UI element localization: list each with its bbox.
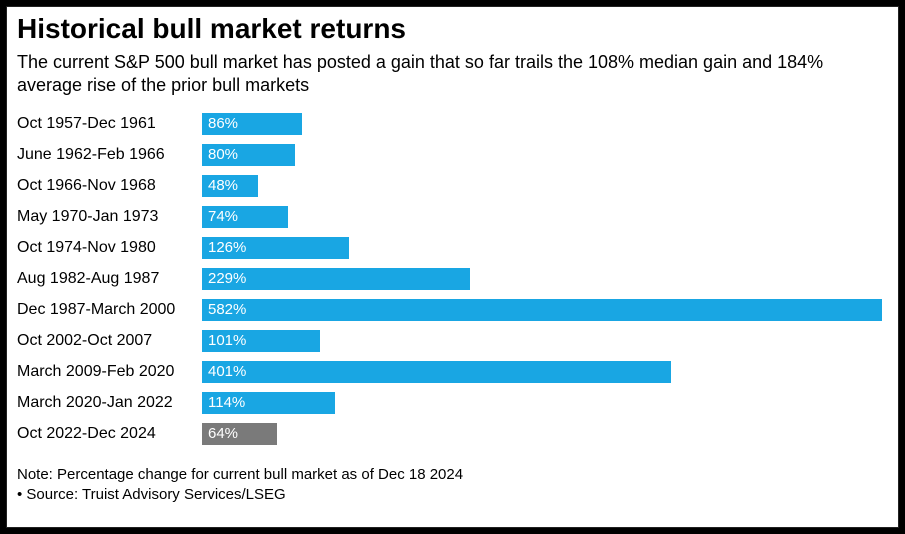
bar-track: 401% bbox=[202, 361, 888, 383]
bar-row: Oct 1957-Dec 1961 86% bbox=[17, 110, 888, 137]
category-label: Dec 1987-March 2000 bbox=[17, 301, 202, 319]
bar-track: 101% bbox=[202, 330, 888, 352]
bar-row: June 1962-Feb 1966 80% bbox=[17, 141, 888, 168]
outer-frame: Historical bull market returns The curre… bbox=[0, 0, 905, 534]
category-label: March 2009-Feb 2020 bbox=[17, 363, 202, 381]
category-label: March 2020-Jan 2022 bbox=[17, 394, 202, 412]
bar-value-label: 74% bbox=[202, 208, 238, 225]
bar: 48% bbox=[202, 175, 258, 197]
bar-value-label: 126% bbox=[202, 239, 246, 256]
category-label: May 1970-Jan 1973 bbox=[17, 208, 202, 226]
bar-row: Aug 1982-Aug 1987 229% bbox=[17, 265, 888, 292]
bar: 582% bbox=[202, 299, 882, 321]
bar-value-label: 582% bbox=[202, 301, 246, 318]
bar-track: 80% bbox=[202, 144, 888, 166]
bar: 80% bbox=[202, 144, 295, 166]
category-label: Oct 2002-Oct 2007 bbox=[17, 332, 202, 350]
category-label: Oct 2022-Dec 2024 bbox=[17, 425, 202, 443]
bar-track: 126% bbox=[202, 237, 888, 259]
bar-track: 114% bbox=[202, 392, 888, 414]
bar-row: March 2009-Feb 2020 401% bbox=[17, 358, 888, 385]
bar-value-label: 48% bbox=[202, 177, 238, 194]
bar-track: 229% bbox=[202, 268, 888, 290]
bar: 229% bbox=[202, 268, 470, 290]
chart-title: Historical bull market returns bbox=[17, 13, 888, 45]
chart-subtitle: The current S&P 500 bull market has post… bbox=[17, 51, 888, 96]
bar: 74% bbox=[202, 206, 288, 228]
bar: 126% bbox=[202, 237, 349, 259]
category-label: Oct 1974-Nov 1980 bbox=[17, 239, 202, 257]
bar-track: 48% bbox=[202, 175, 888, 197]
category-label: Oct 1966-Nov 1968 bbox=[17, 177, 202, 195]
bar-track: 86% bbox=[202, 113, 888, 135]
bar: 86% bbox=[202, 113, 302, 135]
category-label: Aug 1982-Aug 1987 bbox=[17, 270, 202, 288]
bar-track: 64% bbox=[202, 423, 888, 445]
bar-track: 74% bbox=[202, 206, 888, 228]
bar: 101% bbox=[202, 330, 320, 352]
bar-row: May 1970-Jan 1973 74% bbox=[17, 203, 888, 230]
bar-value-label: 229% bbox=[202, 270, 246, 287]
bar-row: Oct 1974-Nov 1980 126% bbox=[17, 234, 888, 261]
bar-row: Dec 1987-March 2000 582% bbox=[17, 296, 888, 323]
bar-row: March 2020-Jan 2022 114% bbox=[17, 389, 888, 416]
bar-chart: Oct 1957-Dec 1961 86% June 1962-Feb 1966… bbox=[17, 110, 888, 447]
bar-value-label: 64% bbox=[202, 425, 238, 442]
bar: 114% bbox=[202, 392, 335, 414]
bar-value-label: 80% bbox=[202, 146, 238, 163]
bar-value-label: 401% bbox=[202, 363, 246, 380]
bar-row: Oct 2022-Dec 2024 64% bbox=[17, 420, 888, 447]
bar-value-label: 114% bbox=[202, 394, 245, 411]
spacer bbox=[17, 451, 888, 465]
source-line: • Source: Truist Advisory Services/LSEG bbox=[17, 485, 888, 505]
bar-track: 582% bbox=[202, 299, 888, 321]
bar: 401% bbox=[202, 361, 671, 383]
chart-panel: Historical bull market returns The curre… bbox=[6, 6, 899, 528]
bar: 64% bbox=[202, 423, 277, 445]
bar-value-label: 101% bbox=[202, 332, 246, 349]
bar-row: Oct 1966-Nov 1968 48% bbox=[17, 172, 888, 199]
category-label: Oct 1957-Dec 1961 bbox=[17, 115, 202, 133]
footnote: Note: Percentage change for current bull… bbox=[17, 465, 888, 485]
category-label: June 1962-Feb 1966 bbox=[17, 146, 202, 164]
bar-row: Oct 2002-Oct 2007 101% bbox=[17, 327, 888, 354]
bar-value-label: 86% bbox=[202, 115, 238, 132]
